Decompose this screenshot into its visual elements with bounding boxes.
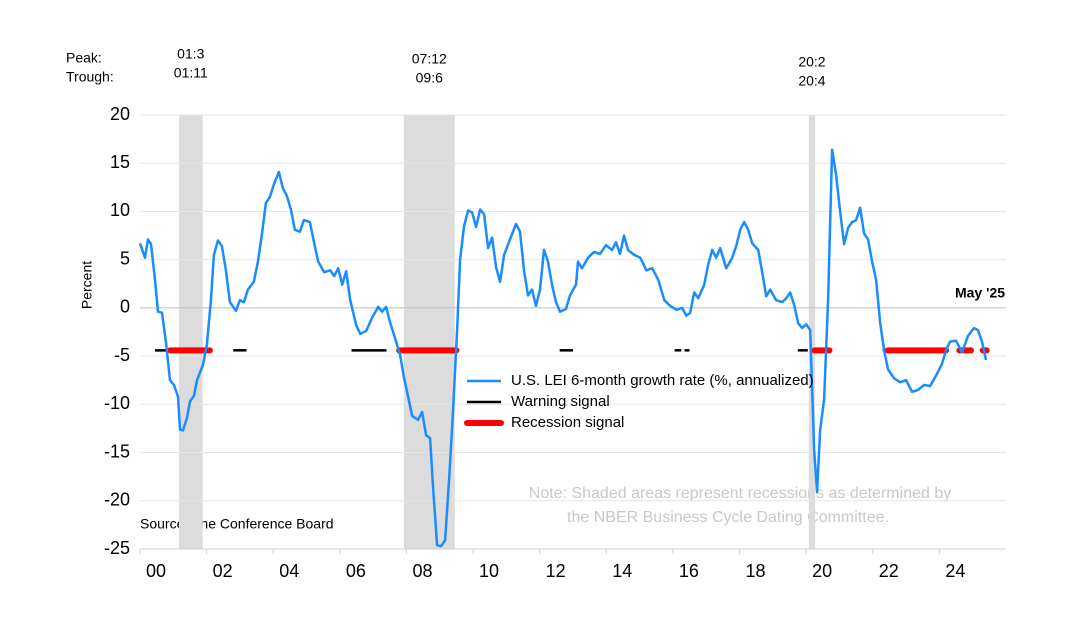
y-tick-label: -15 [104, 441, 130, 461]
source: Source: The Conference Board [140, 516, 334, 532]
peak-label: Peak: [66, 50, 102, 66]
trough-date: 20:4 [798, 73, 825, 89]
note: Note: Shaded areas represent recessions … [529, 485, 951, 502]
peak-date: 20:2 [798, 54, 825, 70]
recession-band [403, 115, 455, 549]
y-tick-label: -10 [104, 393, 130, 413]
recession-band [808, 115, 816, 549]
x-tick-label: 08 [412, 561, 432, 581]
x-tick-label: 06 [346, 561, 366, 581]
peak-date: 07:12 [412, 51, 447, 67]
legend-label: U.S. LEI 6-month growth rate (%, annuali… [511, 372, 814, 389]
x-tick-label: 20 [812, 561, 832, 581]
series-line [138, 148, 988, 548]
grid [140, 114, 1006, 550]
x-tick-label: 10 [479, 561, 499, 581]
y-axis-label: Percent [79, 261, 95, 309]
x-tick-label: 02 [213, 561, 233, 581]
y-tick-label: 20 [110, 104, 130, 124]
note: the NBER Business Cycle Dating Committee… [567, 509, 889, 526]
trough-label: Trough: [66, 69, 114, 85]
x-tick-label: 12 [546, 561, 566, 581]
legend-label: Warning signal [511, 393, 610, 410]
end-label: May '25 [955, 285, 1005, 301]
x-tick-label: 04 [279, 561, 299, 581]
y-tick-label: 5 [120, 248, 130, 268]
x-tick-label: 24 [945, 561, 965, 581]
trough-date: 01:11 [174, 65, 208, 81]
legend-label: Recession signal [511, 414, 624, 431]
y-tick-label: -20 [104, 490, 130, 510]
y-tick-label: -25 [104, 538, 130, 558]
x-tick-label: 22 [879, 561, 899, 581]
x-tick-label: 16 [679, 561, 699, 581]
peak-date: 01:3 [177, 46, 204, 62]
y-tick-label: 15 [110, 152, 130, 172]
recessions [178, 115, 816, 549]
y-tick-label: 10 [110, 200, 130, 220]
recession-band [178, 115, 203, 549]
y-tick-label: -5 [114, 345, 130, 365]
y-tick-label: 0 [120, 297, 130, 317]
x-tick-label: 18 [746, 561, 766, 581]
trough-date: 09:6 [416, 70, 443, 86]
x-tick-label: 14 [612, 561, 632, 581]
x-tick-label: 00 [146, 561, 166, 581]
